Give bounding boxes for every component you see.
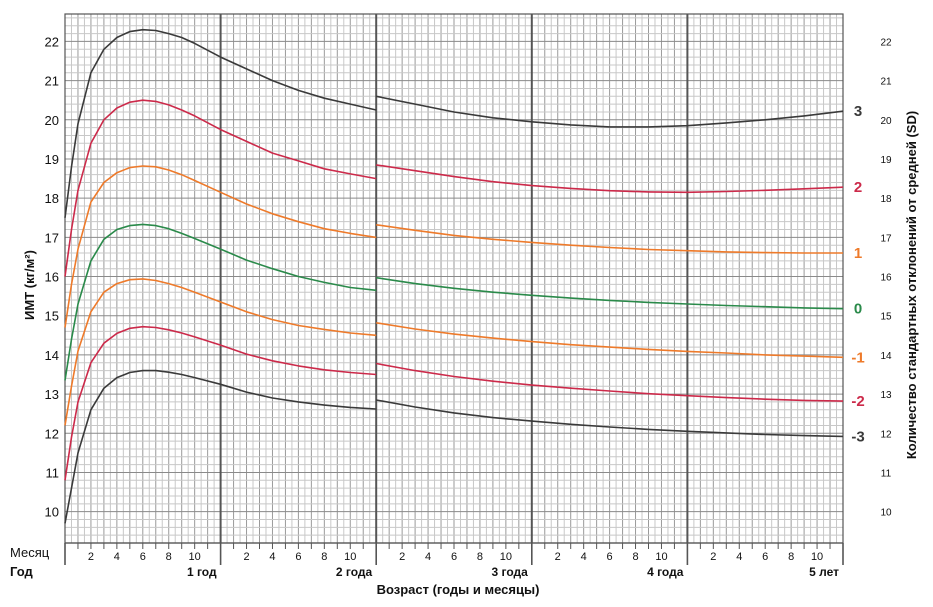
month-tick-label: 8 (632, 551, 638, 563)
month-tick-label: 6 (451, 551, 457, 563)
y-tick-label: 13 (45, 387, 59, 402)
month-tick-label: 10 (189, 551, 201, 563)
y-tick-label-right: 16 (880, 273, 892, 284)
series-line--3-seg1 (64, 369, 377, 524)
y-tick-label: 21 (45, 74, 59, 89)
series-line--1-seg2 (376, 322, 844, 359)
year-tick-label: 3 года (491, 565, 528, 579)
series-line-0-seg2 (376, 276, 844, 310)
month-tick-label: 6 (607, 551, 613, 563)
series-line--1-seg1 (64, 278, 377, 426)
y-axis-title-left: ИМТ (кг/м²) (22, 250, 37, 320)
year-tick-label: 2 года (336, 565, 373, 579)
series-label: -3 (851, 428, 864, 445)
series-label: -1 (851, 349, 864, 366)
series-label: 1 (854, 245, 862, 262)
month-tick-label: 2 (710, 551, 716, 563)
series-label: -2 (851, 393, 864, 410)
y-tick-label-right: 12 (880, 429, 892, 440)
y-tick-label-right: 18 (880, 194, 892, 205)
x-tick-labels: 2 4 6 8 10 2 4 6 8 10 2 4 6 8 10 2 4 6 8 10 2 4 6 8 10 1 год 2 год… (64, 542, 844, 579)
series-line--2-seg1 (64, 325, 377, 481)
series-label: 2 (854, 179, 862, 196)
y-tick-label-right: 21 (880, 77, 892, 88)
y-tick-label: 20 (45, 113, 59, 128)
month-tick-label: 2 (399, 551, 405, 563)
month-tick-label: 2 (88, 551, 94, 563)
month-tick-label: 4 (269, 551, 275, 563)
month-tick-label: 6 (140, 551, 146, 563)
y-tick-label-right: 20 (880, 116, 892, 127)
y-tick-label: 14 (45, 348, 59, 363)
year-tick-label: 5 лет (809, 565, 839, 579)
y-tick-label: 17 (45, 230, 59, 245)
series-line-1-seg1 (64, 165, 377, 328)
y-tick-label: 15 (45, 309, 59, 324)
y-tick-label-right: 10 (880, 508, 892, 519)
series-line--2-seg2 (376, 362, 844, 402)
month-tick-label: 4 (425, 551, 431, 563)
month-tick-label: 8 (166, 551, 172, 563)
month-tick-label: 2 (243, 551, 249, 563)
year-tick-label: 4 года (647, 565, 684, 579)
left-y-tick-labels: 10 11 12 13 14 15 16 17 18 19 20 21 22 (45, 34, 59, 519)
year-tick-label: 1 год (187, 565, 217, 579)
right-y-tick-labels: 10 11 12 13 14 15 16 17 18 19 20 21 22 (880, 37, 892, 518)
y-tick-label: 22 (45, 34, 59, 49)
month-tick-label: 4 (581, 551, 587, 563)
series-line-3-seg2 (376, 95, 844, 128)
row-label-year: Год (10, 564, 33, 579)
series-line-1-seg2 (376, 224, 843, 254)
series-line-0-seg1 (64, 223, 377, 381)
series-labels: 3 2 1 0 -1 -2 -3 (851, 103, 864, 445)
month-tick-label: 10 (500, 551, 512, 563)
series-label: 3 (854, 103, 862, 120)
y-tick-label: 11 (46, 465, 60, 480)
y-tick-label: 19 (45, 152, 59, 167)
month-tick-label: 2 (555, 551, 561, 563)
month-tick-label: 4 (736, 551, 742, 563)
y-tick-label-right: 14 (880, 351, 892, 362)
month-tick-label: 8 (477, 551, 483, 563)
y-tick-label-right: 22 (880, 37, 892, 48)
y-tick-label: 10 (45, 505, 59, 520)
y-tick-label-right: 11 (881, 468, 892, 479)
series-line-2-seg2 (376, 164, 844, 194)
month-tick-label: 8 (788, 551, 794, 563)
series-lines (64, 28, 844, 524)
series-line--3-seg2 (376, 399, 844, 438)
month-tick-label: 4 (114, 551, 120, 563)
y-tick-label-right: 13 (880, 390, 892, 401)
month-tick-label: 6 (762, 551, 768, 563)
month-tick-label: 10 (811, 551, 823, 563)
series-line-2-seg1 (64, 99, 377, 277)
series-line-3-seg1 (64, 28, 377, 218)
month-tick-label: 10 (344, 551, 356, 563)
y-tick-label-right: 17 (880, 233, 892, 244)
row-label-month: Месяц (10, 545, 50, 560)
series-label: 0 (854, 301, 862, 318)
y-tick-label: 16 (45, 270, 59, 285)
y-tick-label: 12 (45, 426, 59, 441)
minor-gridlines (65, 14, 843, 544)
month-tick-label: 8 (321, 551, 327, 563)
y-tick-label-right: 19 (880, 155, 892, 166)
month-tick-label: 6 (295, 551, 301, 563)
y-axis-title-right: Количество стандартных отклонений от сре… (904, 111, 919, 459)
y-tick-label-right: 15 (880, 312, 892, 323)
month-tick-label: 10 (655, 551, 667, 563)
x-axis-title: Возраст (годы и месяцы) (377, 582, 540, 597)
y-tick-label: 18 (45, 191, 59, 206)
